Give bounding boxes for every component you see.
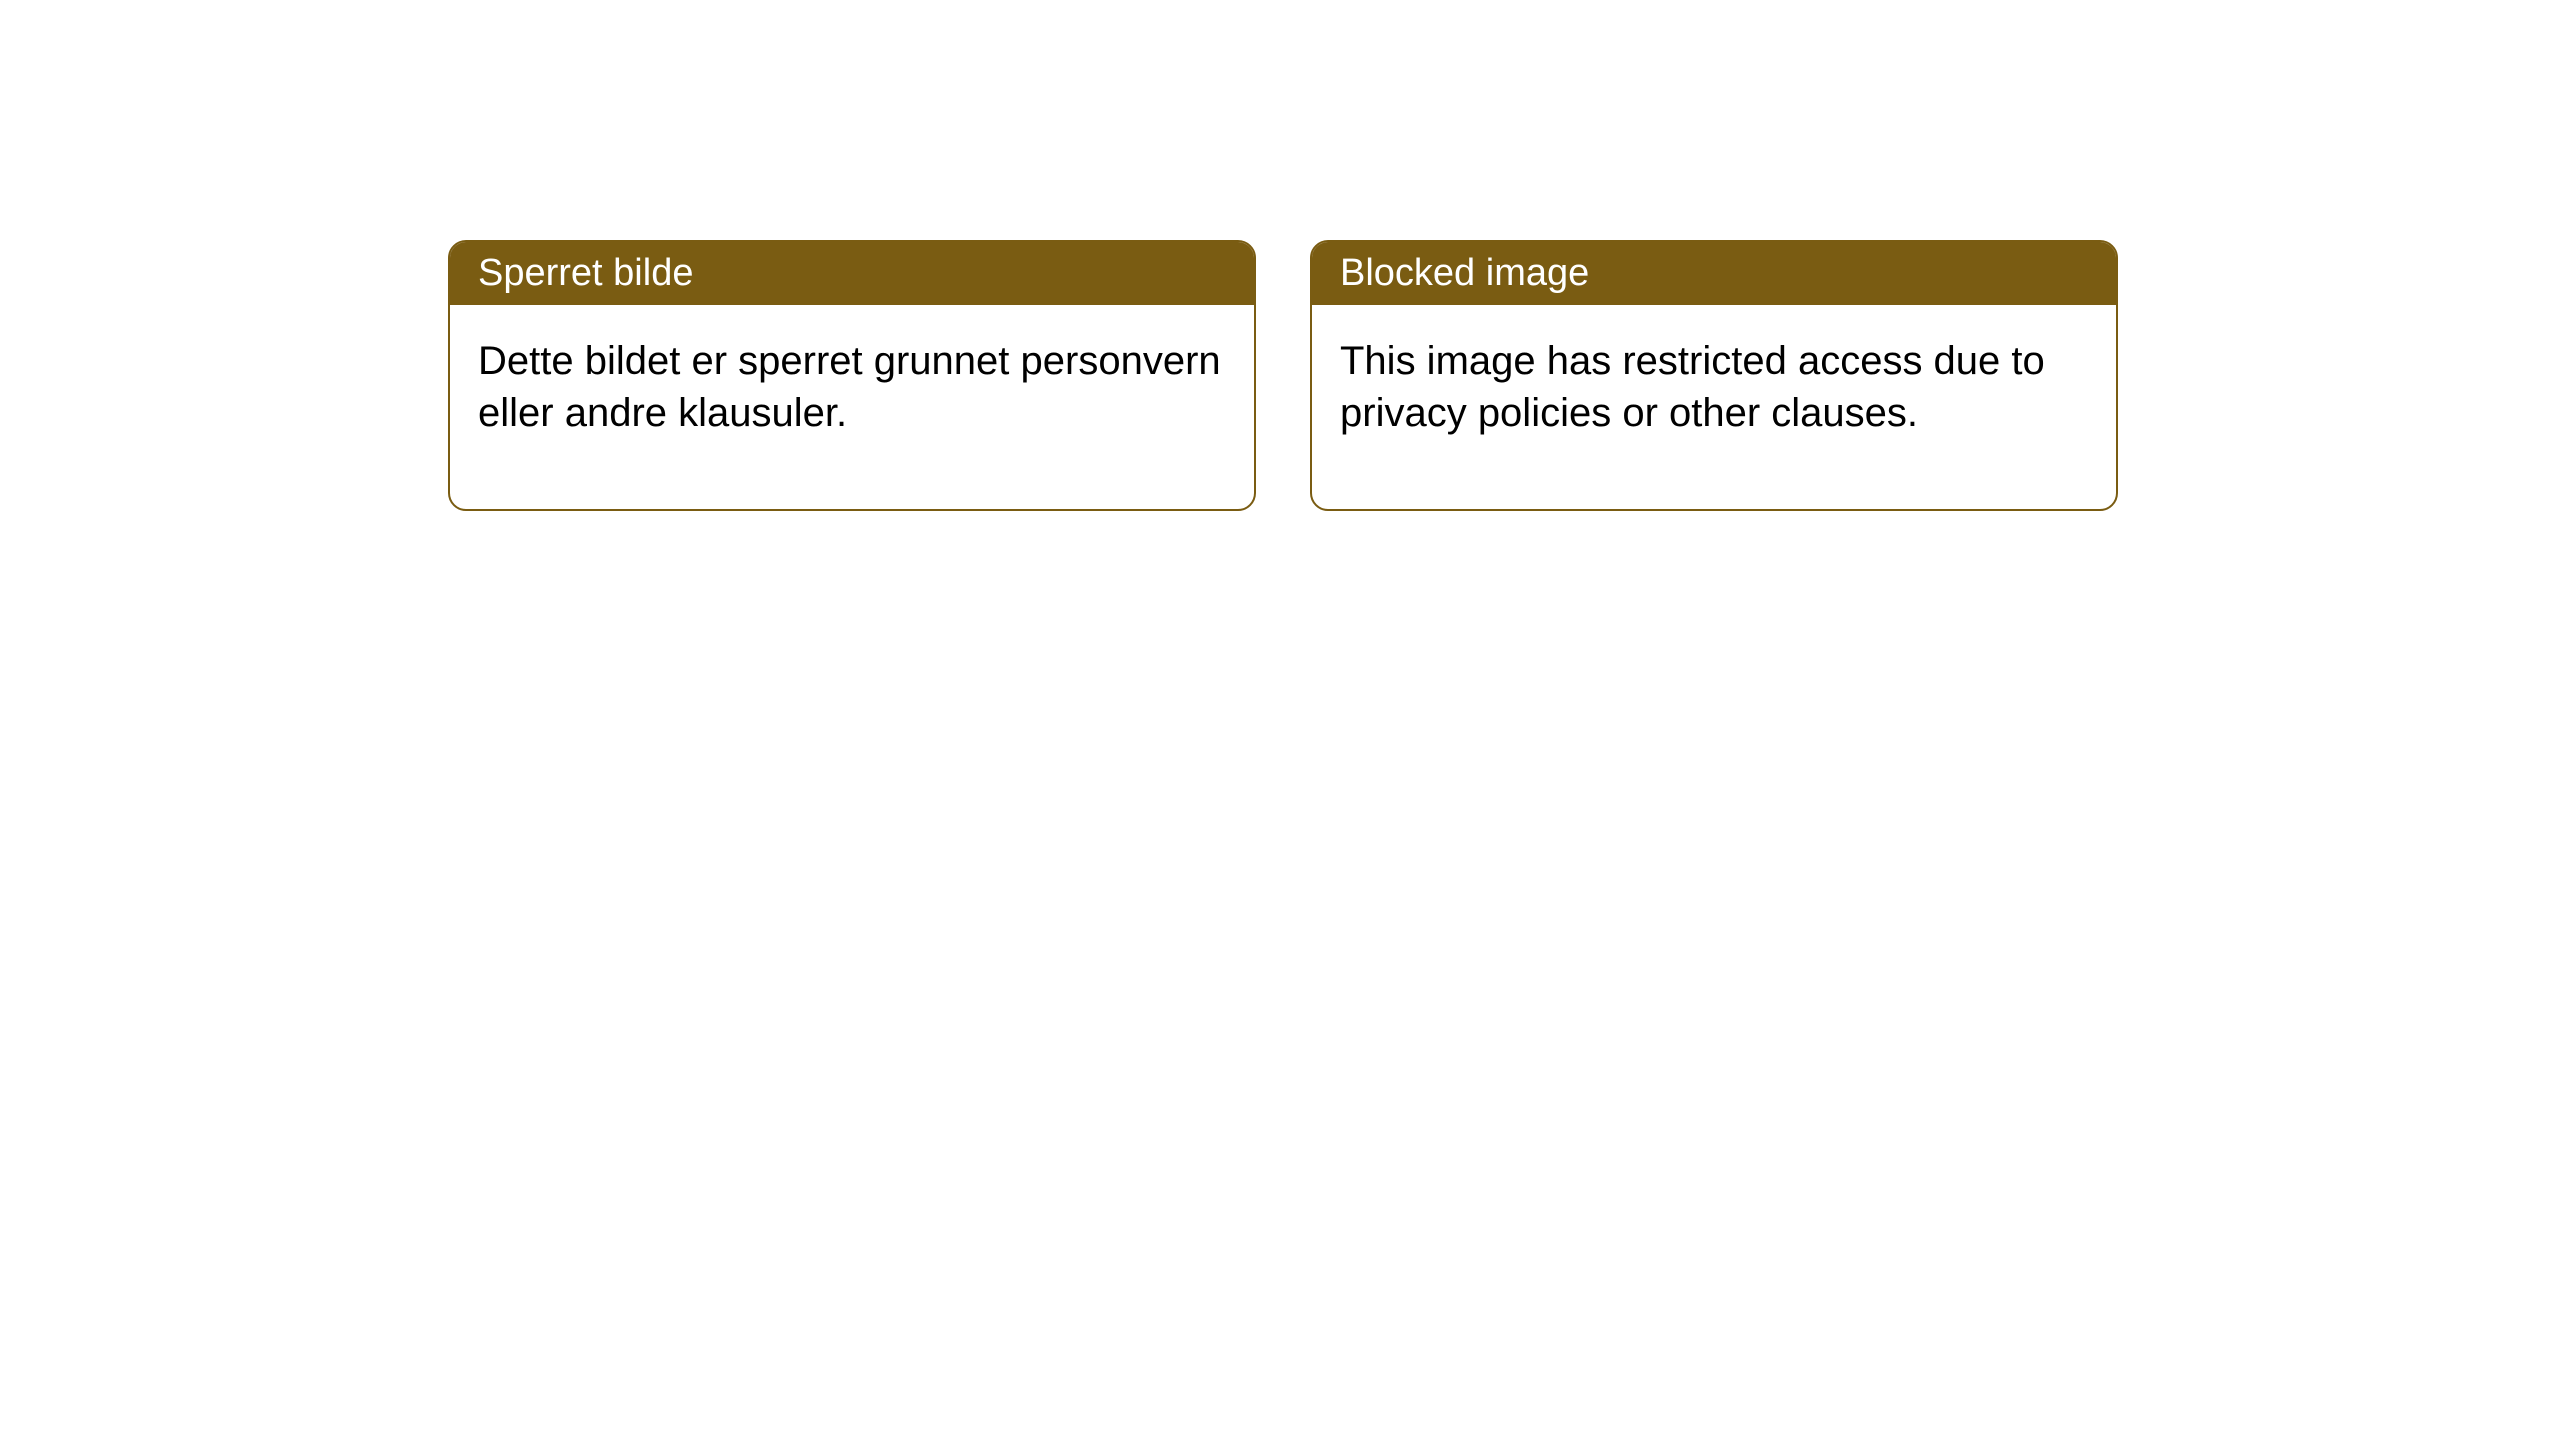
notice-body: This image has restricted access due to … xyxy=(1312,305,2116,509)
notice-title: Sperret bilde xyxy=(478,252,693,294)
notice-box-english: Blocked image This image has restricted … xyxy=(1310,240,2118,511)
notice-header: Blocked image xyxy=(1312,242,2116,305)
notice-header: Sperret bilde xyxy=(450,242,1254,305)
notice-title: Blocked image xyxy=(1340,252,1589,294)
notice-body: Dette bildet er sperret grunnet personve… xyxy=(450,305,1254,509)
notice-text: This image has restricted access due to … xyxy=(1340,339,2045,435)
notice-box-norwegian: Sperret bilde Dette bildet er sperret gr… xyxy=(448,240,1256,511)
notice-container: Sperret bilde Dette bildet er sperret gr… xyxy=(448,240,2118,511)
notice-text: Dette bildet er sperret grunnet personve… xyxy=(478,339,1221,435)
